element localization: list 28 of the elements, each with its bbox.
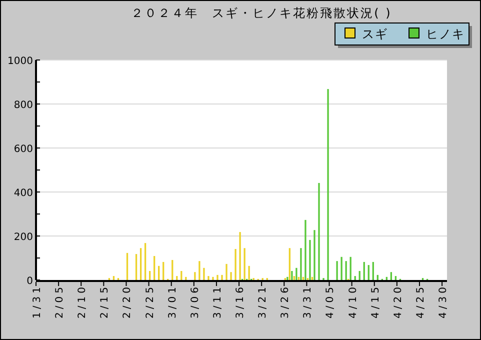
x-tick-label: 2/05 [54,284,66,318]
x-tick-label: 4/20 [392,284,404,318]
x-tick-label: 3/01 [167,284,178,318]
y-tick-label: 1000 [8,56,33,67]
chart-title: ２０２４年 スギ・ヒノキ花粉飛散状況( ) [131,6,392,20]
x-tick-label: 4/10 [348,284,359,318]
x-tick-label: 2/10 [77,284,88,318]
y-tick-label: 200 [14,232,33,243]
legend-label: スギ [362,27,388,41]
x-tick-label: 4/15 [370,284,382,318]
x-tick-label: 3/26 [280,284,292,318]
x-tick-label: 2/20 [122,284,134,318]
x-tick-label: 4/25 [415,284,426,318]
y-tick-label: 800 [14,100,33,111]
y-tick-label: 0 [26,276,33,287]
x-tick-label: 4/30 [438,284,450,318]
x-tick-label: 1/31 [32,284,43,318]
x-tick-label: 4/05 [325,284,336,318]
x-tick-label: 3/16 [235,284,246,318]
x-tick-label: 3/21 [258,284,269,318]
x-tick-label: 2/15 [100,284,111,318]
legend-label: ヒノキ [426,27,465,41]
y-tick-label: 400 [14,188,33,199]
x-tick-label: 3/11 [212,284,224,318]
x-tick-label: 3/31 [302,284,314,318]
x-tick-label: 3/06 [190,284,201,318]
x-tick-label: 2/25 [144,284,156,318]
y-tick-label: 600 [14,144,33,155]
